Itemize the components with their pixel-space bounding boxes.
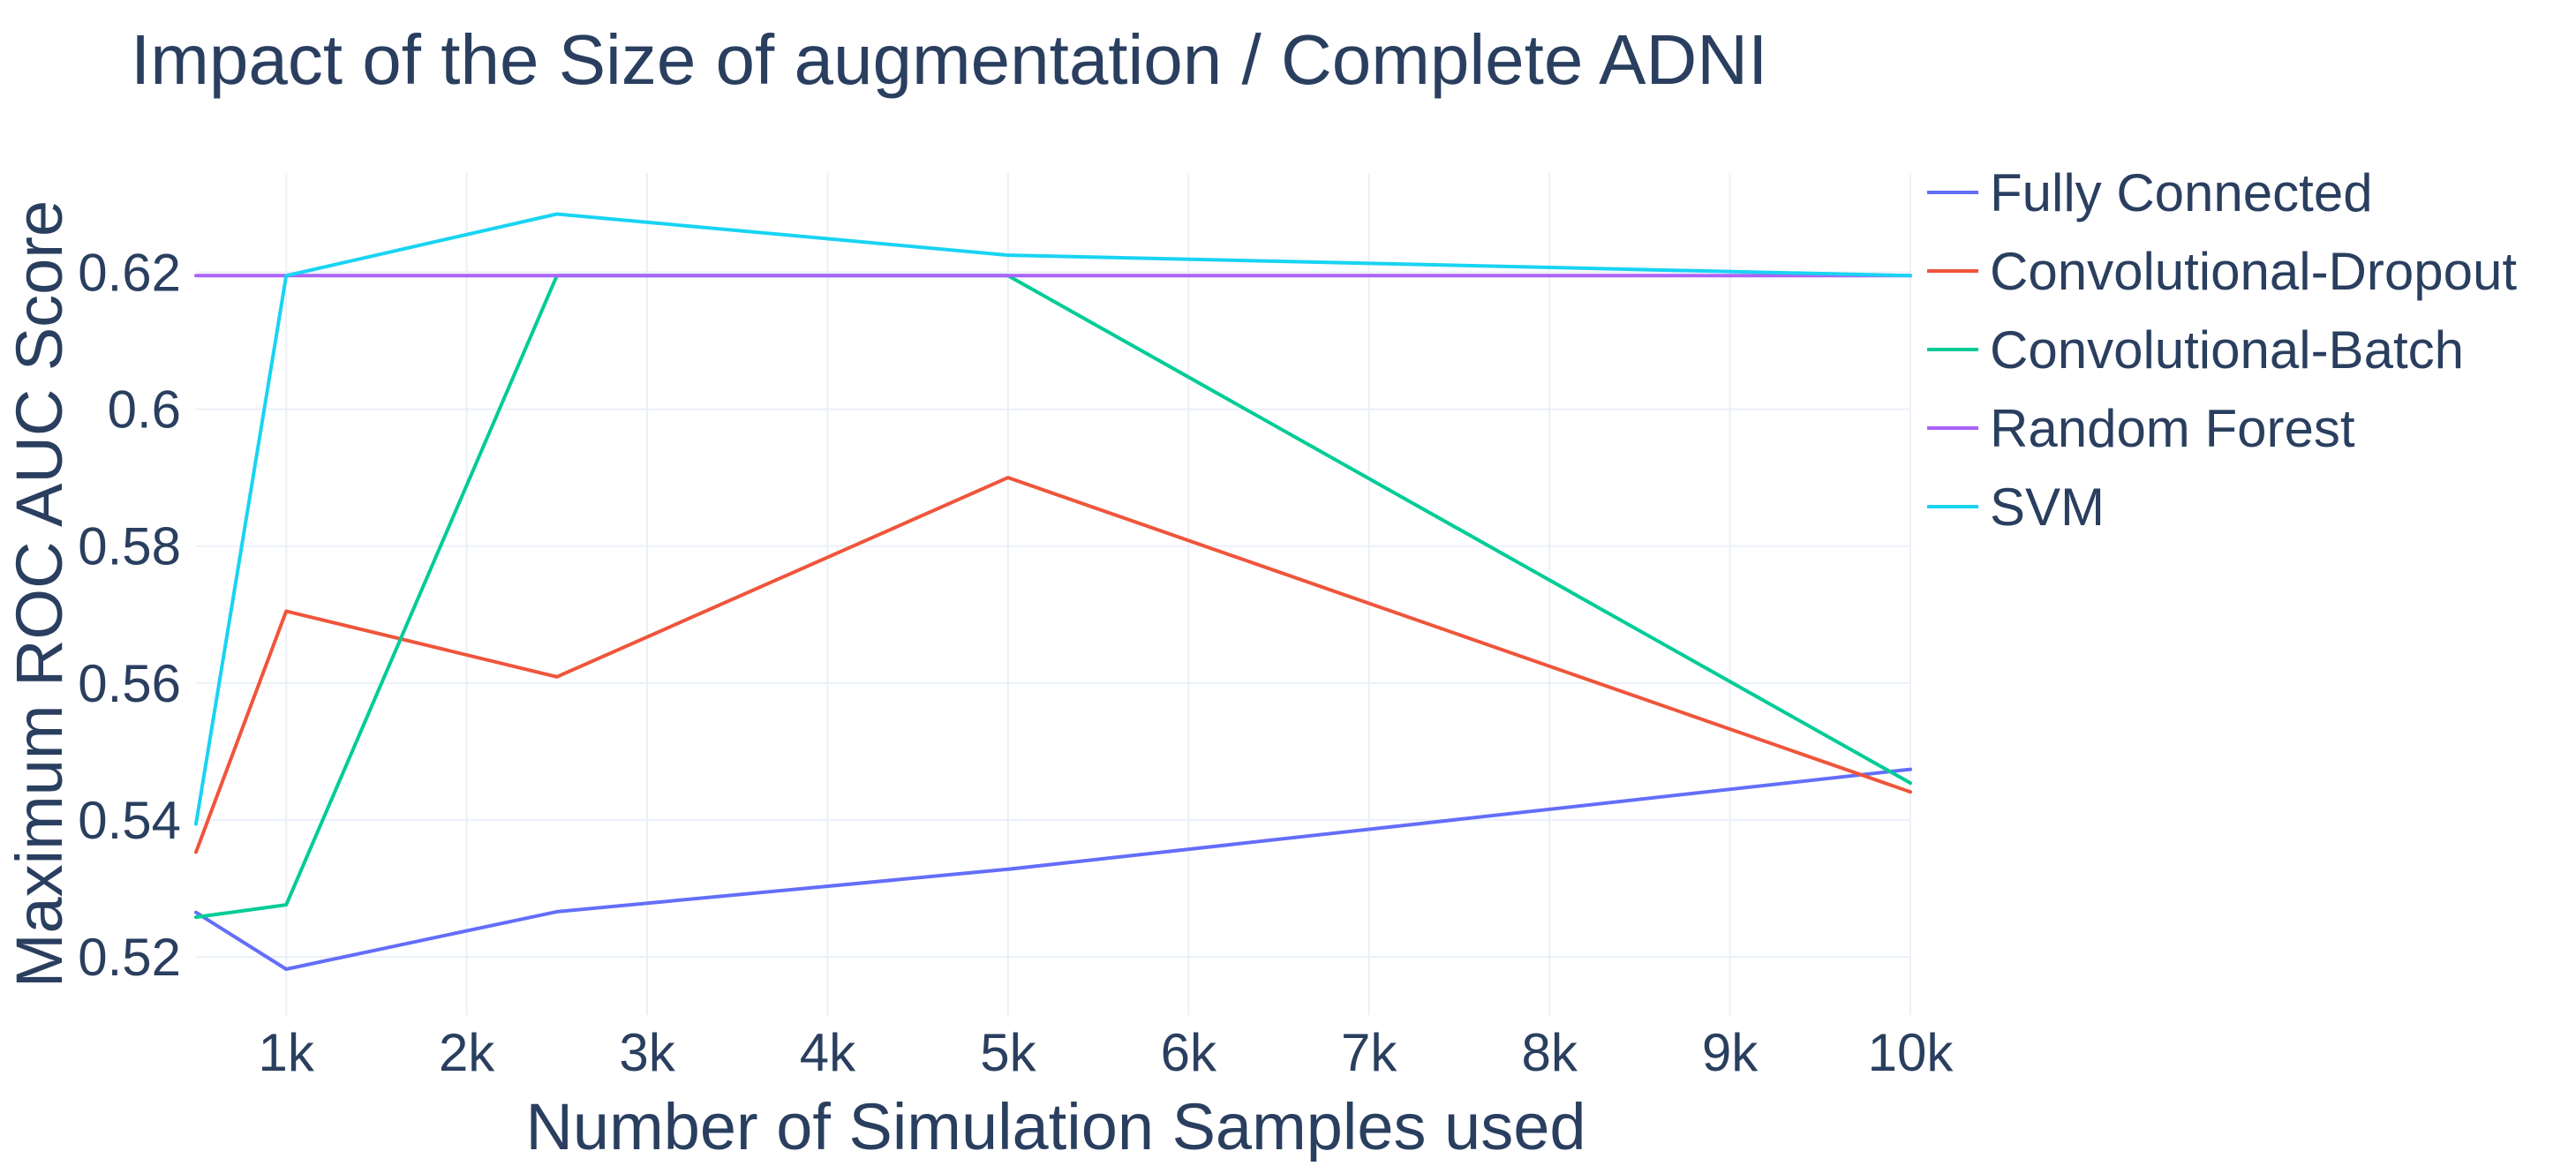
x-tick-label: 7k xyxy=(1341,1023,1397,1082)
legend-label-convolutional-dropout: Convolutional-Dropout xyxy=(1990,242,2517,301)
x-tick-label: 9k xyxy=(1702,1023,1759,1082)
x-tick-label: 5k xyxy=(980,1023,1036,1082)
y-tick-label: 0.52 xyxy=(78,928,181,987)
y-tick-label: 0.62 xyxy=(78,243,181,302)
legend-label-svm: SVM xyxy=(1990,478,2105,537)
x-axis-ticks: 1k 2k 3k 4k 5k 6k 7k 8k 9k 10k xyxy=(259,1023,1955,1082)
legend-label-fully-connected: Fully Connected xyxy=(1990,163,2373,222)
series-line-fully-connected xyxy=(194,767,1912,971)
y-tick-label: 0.56 xyxy=(78,654,181,713)
x-tick-label: 8k xyxy=(1521,1023,1578,1082)
x-tick-label: 4k xyxy=(800,1023,856,1082)
legend: Fully Connected Convolutional-Dropout Conv… xyxy=(1927,163,2517,537)
legend-label-random-forest: Random Forest xyxy=(1990,399,2355,458)
series-layer xyxy=(194,212,1912,971)
y-axis-label: Maximum ROC AUC Score xyxy=(3,200,76,988)
series-line-svm xyxy=(194,212,1912,826)
grid-layer xyxy=(196,173,1911,1015)
legend-label-convolutional-batch: Convolutional-Batch xyxy=(1990,320,2464,380)
y-tick-label: 0.58 xyxy=(78,517,181,576)
x-tick-label: 3k xyxy=(619,1023,675,1082)
y-tick-label: 0.54 xyxy=(78,791,181,850)
x-tick-label: 1k xyxy=(259,1023,315,1082)
series-line-convolutional-dropout xyxy=(194,476,1912,854)
x-tick-label: 10k xyxy=(1868,1023,1955,1082)
x-tick-label: 2k xyxy=(439,1023,495,1082)
y-axis-ticks: 0.52 0.54 0.56 0.58 0.6 0.62 xyxy=(78,243,181,987)
y-tick-label: 0.6 xyxy=(108,380,181,440)
chart-title: Impact of the Size of augmentation / Com… xyxy=(131,20,1767,99)
series-line-convolutional-batch xyxy=(194,274,1912,920)
x-axis-label: Number of Simulation Samples used xyxy=(525,1090,1586,1162)
x-tick-label: 6k xyxy=(1161,1023,1217,1082)
